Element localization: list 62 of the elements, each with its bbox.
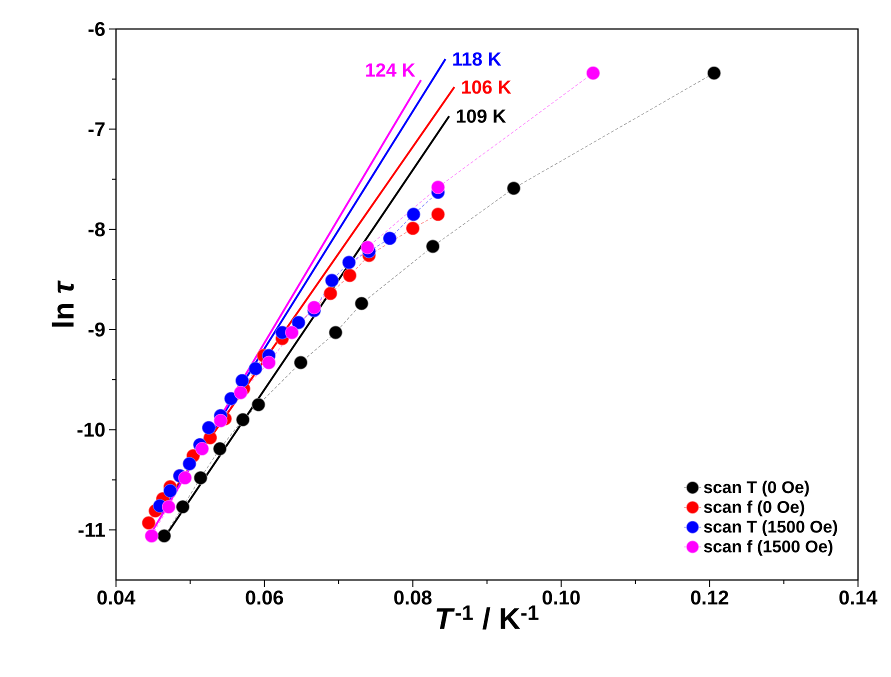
point [342,268,357,282]
point [157,529,172,543]
point [195,442,209,456]
point [236,412,250,427]
point [182,456,196,471]
point [325,274,339,288]
y-tick-label: -7 [88,122,105,136]
point [144,529,158,543]
point [262,356,276,370]
y-tick-label: -8 [88,222,105,236]
point [248,362,262,376]
point [294,356,308,370]
legend-label: scan f (0 Oe) [704,500,804,516]
y-tick-label: -10 [77,422,105,437]
point [354,296,368,310]
point [506,181,521,196]
point [178,471,192,485]
point [163,484,177,498]
point [431,208,445,222]
series-label: 106 K [462,80,512,94]
point [292,316,306,330]
point [383,232,397,246]
x-tick-label: 0.14 [839,590,878,605]
point [162,500,176,514]
series-label: 109 K [456,109,506,123]
y-tick-label: -6 [88,22,105,36]
x-axis-title: T$^{-1}$ / K$^{-1}$ [436,605,538,630]
y-axis-title: ln τ [52,280,74,327]
x-tick-label: 0.04 [97,590,136,605]
point [194,471,208,485]
legend-label: scan f (1500 Oe) [704,540,832,556]
point [234,386,248,400]
legend-label: scan T (0 Oe) [704,480,809,497]
point [176,500,190,514]
x-tick-label: 0.12 [691,590,728,605]
legend-label: scan T (1500 Oe) [704,520,838,536]
point [214,414,228,428]
point [142,516,156,530]
point [328,326,342,340]
point [285,326,299,340]
point [406,222,420,236]
point [235,374,249,388]
point [307,300,321,314]
y-tick-label: -9 [88,322,105,337]
x-tick-label: 0.10 [542,590,580,605]
x-tick-label: 0.06 [246,590,284,605]
point [426,240,440,254]
point [342,256,356,270]
point [324,286,338,300]
point [406,208,420,222]
point [224,392,238,406]
point [202,420,216,435]
point [360,240,374,254]
point [586,66,600,80]
x-tick-label: 0.08 [394,590,432,605]
y-tick-label: -11 [78,523,105,537]
series-label: 124 K [366,63,416,77]
point [252,398,266,412]
series-label: 118 K [453,52,502,66]
point [431,180,445,194]
point [213,442,227,456]
point [707,66,721,80]
